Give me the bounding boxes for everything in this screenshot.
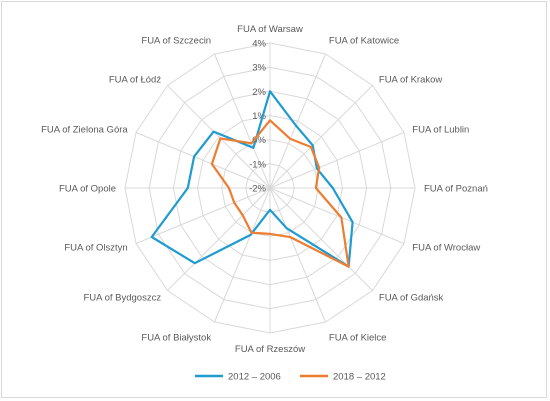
r-tick-label: -2% [249, 184, 266, 195]
grid-spoke [269, 53, 326, 189]
legend: 2012 – 2006 2018 – 2012 [195, 372, 386, 383]
r-tick-label: 3% [252, 63, 266, 74]
category-label: FUA of Rzeszów [235, 344, 305, 355]
data-series [150, 90, 354, 268]
grid-spoke [269, 187, 326, 323]
r-tick-label: 4% [252, 39, 266, 50]
radial-axis-ticks: 4% 3% 2% 1% 0% -1% -2% [249, 39, 266, 195]
category-label: FUA of Poznań [424, 184, 488, 195]
grid-spoke [167, 85, 271, 189]
category-label: FUA of Katowice [329, 36, 399, 47]
r-tick-label: 2% [252, 87, 266, 98]
category-label: FUA of Krakow [379, 75, 442, 86]
category-label: FUA of Szczecin [141, 36, 211, 47]
grid-spoke [135, 187, 271, 244]
category-label: FUA of Opole [59, 184, 116, 195]
category-label: FUA of Warsaw [237, 24, 303, 35]
legend-label-1: 2012 – 2006 [228, 372, 281, 383]
category-label: FUA of Bydgoszcz [83, 292, 161, 303]
series-line-2 [210, 119, 350, 268]
category-label: FUA of Olsztyn [64, 242, 127, 253]
r-tick-label: 1% [252, 111, 266, 122]
grid-spoke [214, 187, 271, 323]
grid-spoke [269, 132, 405, 189]
category-label: FUA of Łódź [109, 75, 162, 86]
r-tick-label: -1% [249, 159, 266, 170]
radar-grid [124, 42, 416, 334]
grid-spoke [135, 132, 271, 189]
category-label: FUA of Zielona Góra [41, 125, 128, 136]
legend-label-2: 2018 – 2012 [333, 372, 386, 383]
grid-spoke [167, 187, 271, 291]
grid-spoke [269, 187, 405, 244]
r-tick-label: 0% [252, 135, 266, 146]
category-label: FUA of Białystok [141, 332, 211, 343]
category-label: FUA of Gdańsk [379, 292, 444, 303]
grid-spoke [269, 187, 373, 291]
grid-spoke [269, 85, 373, 189]
category-label: FUA of Kielce [329, 332, 387, 343]
category-labels: FUA of Warsaw FUA of Katowice FUA of Krako… [41, 24, 488, 355]
category-label: FUA of Wrocław [412, 242, 480, 253]
category-label: FUA of Lublin [412, 125, 469, 136]
grid-spoke [214, 53, 271, 189]
